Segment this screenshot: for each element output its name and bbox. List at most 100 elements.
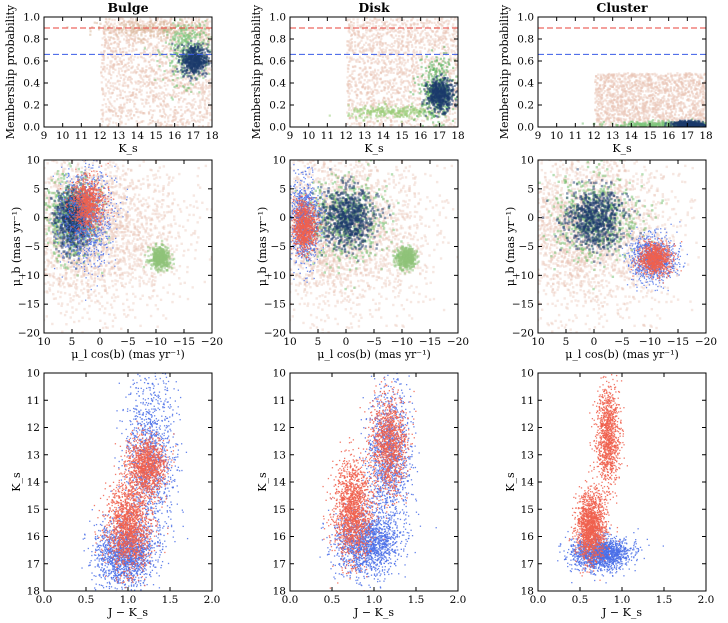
density-cell: [137, 22, 140, 25]
heat-cell: [373, 98, 376, 101]
heat-cell: [350, 37, 353, 41]
density-cell: [163, 29, 166, 32]
density-cell: [424, 111, 428, 114]
heat-cell: [396, 37, 399, 41]
heat-cell: [165, 124, 168, 127]
density-cell: [188, 48, 191, 51]
density-cell: [180, 37, 184, 40]
density-cell: [192, 70, 195, 74]
heat-cell: [373, 74, 376, 77]
heat-cell: [453, 17, 456, 20]
density-cell: [170, 32, 173, 35]
heat-cell: [114, 114, 117, 117]
heat-cell: [420, 37, 423, 40]
density-cell: [190, 32, 194, 36]
heat-cell: [383, 86, 387, 90]
density-cell: [208, 72, 211, 76]
heat-cell: [153, 99, 156, 102]
density-cell: [419, 107, 422, 111]
heat-cell: [376, 62, 379, 65]
heat-cell: [419, 32, 422, 36]
density-cell: [199, 44, 202, 47]
heat-cell: [434, 44, 437, 47]
density-cell: [364, 116, 367, 119]
heat-cell: [163, 55, 166, 58]
heat-cell: [159, 52, 162, 56]
density-cell: [422, 73, 425, 76]
heat-cell: [122, 79, 125, 82]
density-cell: [194, 76, 197, 79]
heat-cell: [162, 95, 166, 98]
density-cell: [373, 109, 376, 112]
heat-cell: [348, 23, 351, 26]
heat-cell: [399, 30, 402, 33]
heat-cell: [391, 103, 394, 107]
heat-cell: [204, 32, 207, 35]
density-cell: [152, 34, 155, 37]
heat-cell: [104, 92, 107, 95]
heat-cell: [116, 38, 119, 41]
heat-cell: [156, 77, 159, 80]
heat-cell: [444, 36, 447, 40]
heat-cell: [360, 76, 364, 79]
heat-cell: [147, 21, 150, 24]
heat-cell: [424, 79, 428, 82]
heat-cell: [131, 18, 135, 21]
heat-cell: [369, 39, 372, 42]
heat-cell: [148, 45, 151, 48]
heat-cell: [453, 117, 456, 121]
heat-cell: [162, 38, 166, 41]
heat-cell: [402, 27, 405, 30]
heat-cell: [153, 86, 157, 89]
heat-cell: [380, 89, 383, 93]
density-cell: [159, 53, 162, 57]
heat-cell: [366, 59, 370, 62]
density-cell: [185, 58, 188, 61]
heat-cell: [354, 84, 357, 87]
heat-cell: [379, 54, 382, 57]
heat-cell: [208, 125, 211, 127]
density-cell: [393, 116, 396, 119]
heat-cell: [190, 103, 193, 106]
heat-cell: [382, 70, 385, 73]
heat-cell: [109, 23, 112, 26]
density-cell: [177, 32, 181, 35]
heat-cell: [120, 23, 123, 26]
density-cell: [411, 105, 414, 108]
heat-cell: [352, 28, 356, 31]
heat-cell: [165, 69, 168, 72]
heat-cell: [454, 117, 457, 121]
heat-cell: [180, 105, 183, 108]
heat-cell: [163, 73, 166, 76]
heat-cell: [190, 88, 193, 92]
heat-cell: [387, 28, 390, 31]
density-cell: [170, 44, 173, 47]
heat-cell: [377, 62, 380, 66]
density-cell: [201, 28, 204, 31]
heat-cell: [356, 30, 359, 33]
heat-cell: [428, 49, 431, 52]
heat-cell: [404, 67, 407, 70]
heat-cell: [199, 104, 202, 107]
heat-cell: [414, 71, 418, 74]
heat-cell: [408, 69, 412, 73]
heat-cell: [362, 19, 365, 22]
heat-cell: [381, 98, 385, 102]
heat-cell: [139, 111, 142, 115]
density-cell: [435, 56, 438, 59]
heat-cell: [443, 48, 447, 52]
heat-cell: [400, 68, 403, 71]
density-cell: [181, 32, 184, 35]
heat-cell: [434, 41, 437, 44]
density-cell: [369, 111, 373, 114]
heat-cell: [368, 42, 371, 46]
heat-cell: [142, 120, 145, 123]
density-cell: [184, 31, 187, 35]
heat-cell: [399, 42, 402, 45]
heat-cell: [123, 22, 126, 25]
heat-cell: [200, 88, 203, 91]
heat-cell: [450, 123, 453, 126]
heat-cell: [416, 23, 419, 26]
density-cell: [396, 109, 400, 112]
density-cell: [197, 73, 200, 76]
